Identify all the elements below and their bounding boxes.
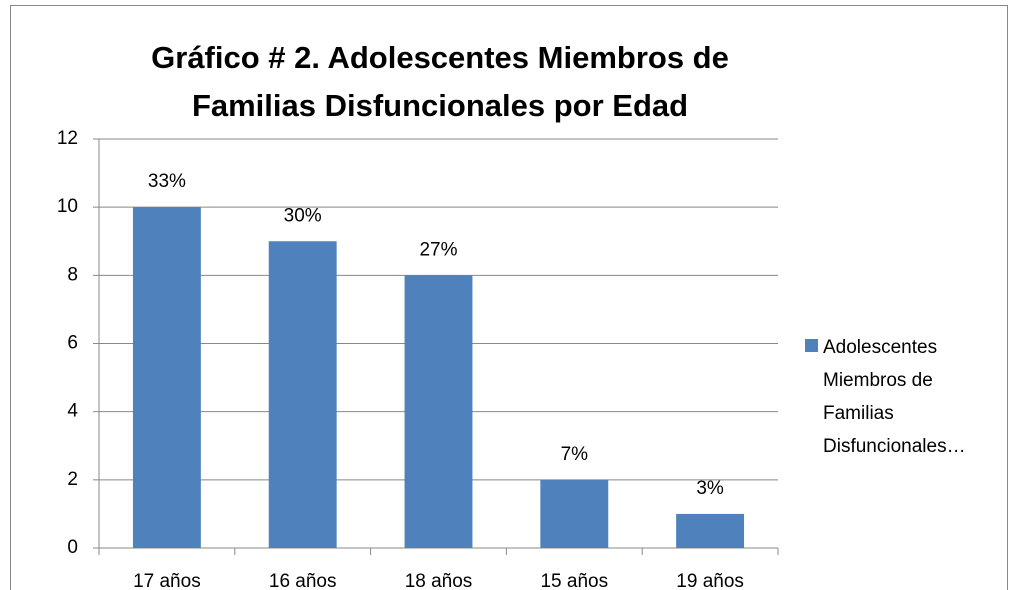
- chart-title: Familias Disfuncionales por Edad: [192, 88, 688, 123]
- legend-swatch: [805, 339, 818, 352]
- y-tick-label: 6: [67, 333, 78, 354]
- x-tick-label: 15 años: [540, 571, 608, 590]
- bar: [540, 479, 609, 548]
- legend-label: Adolescentes Miembros de Familias Disfun…: [823, 337, 966, 457]
- x-tick-label: 16 años: [269, 571, 337, 590]
- data-label: 3%: [696, 478, 724, 499]
- data-label: 7%: [561, 444, 589, 465]
- y-tick-label: 10: [57, 196, 78, 217]
- bar: [404, 275, 473, 548]
- chart-title: Gráfico # 2. Adolescentes Miembros de: [151, 40, 729, 75]
- x-tick-label: 17 años: [133, 571, 201, 590]
- y-tick-label: 0: [67, 537, 78, 558]
- bar: [132, 207, 201, 548]
- data-label: 33%: [148, 171, 186, 192]
- y-tick-label: 2: [67, 469, 78, 490]
- x-tick-label: 19 años: [676, 571, 744, 590]
- x-tick-label: 18 años: [405, 571, 473, 590]
- y-tick-label: 4: [67, 401, 78, 422]
- y-tick-label: 8: [67, 264, 78, 285]
- data-label: 27%: [419, 239, 457, 260]
- bar: [676, 513, 745, 548]
- data-label: 30%: [284, 205, 322, 226]
- bar: [268, 241, 337, 548]
- y-tick-label: 12: [57, 128, 78, 149]
